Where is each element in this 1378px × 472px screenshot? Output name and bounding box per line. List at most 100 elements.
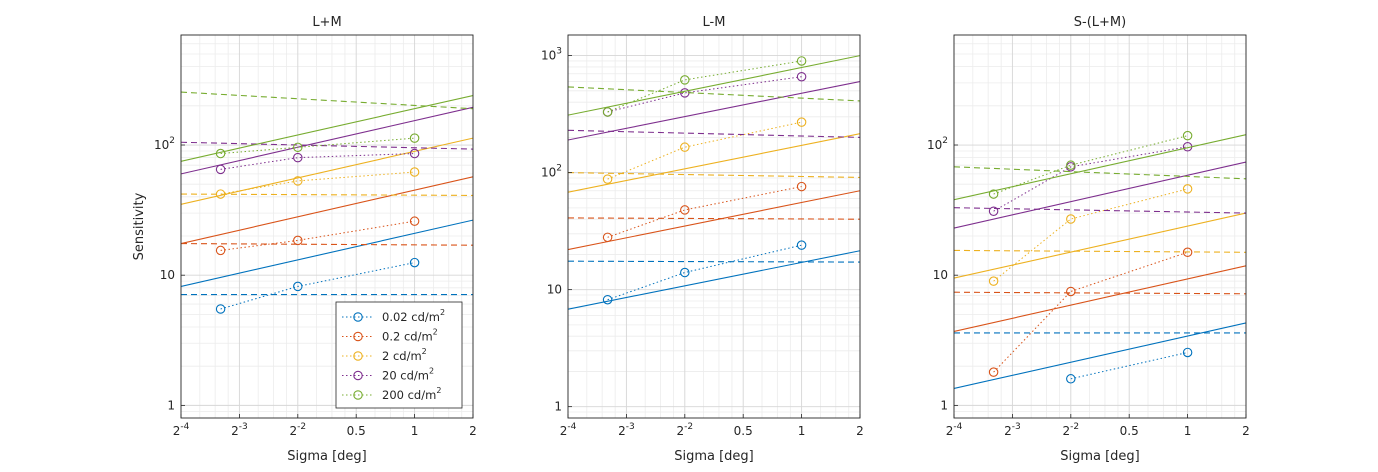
data-point — [680, 142, 690, 152]
data-dotted-line — [220, 220, 415, 251]
x-tick-label: 2 — [856, 424, 864, 438]
data-point — [1182, 130, 1193, 141]
fit-line — [954, 212, 1246, 279]
axes-box — [953, 34, 1247, 419]
baseline-dashed-line — [954, 166, 1246, 180]
data-point — [602, 107, 613, 117]
data-point — [680, 75, 690, 85]
series — [568, 55, 860, 117]
y-axis-label: Sensitivity — [132, 192, 147, 260]
series — [954, 247, 1246, 377]
legend-label: 20 cd/m2 — [382, 367, 434, 383]
data-point — [680, 205, 690, 215]
legend-item: 20 cd/m2 — [342, 367, 434, 383]
x-axis-label: Sigma [deg] — [1060, 449, 1140, 464]
legend-label: 2 cd/m2 — [382, 347, 427, 363]
data-point — [409, 133, 420, 143]
grid — [953, 35, 1247, 418]
fit-line — [568, 81, 860, 141]
x-axis-label: Sigma [deg] — [674, 449, 754, 464]
data-point — [988, 206, 999, 216]
series — [181, 176, 473, 256]
data-dotted-line — [993, 146, 1188, 212]
legend-marker — [353, 331, 363, 342]
fit-line — [181, 176, 473, 245]
fit-line — [954, 322, 1246, 389]
legend: 0.02 cd/m2 0.2 cd/m2 2 cd/m2 20 cd/m2 200 cd… — [335, 301, 463, 409]
data-point — [988, 189, 999, 199]
data-dotted-line — [220, 153, 415, 170]
ticks: 2-4 2-3 2-2 0.5 1 2 1 10 102 103 — [541, 47, 864, 438]
data-point — [215, 304, 226, 314]
data-point — [796, 71, 807, 82]
baseline-dashed-line — [181, 91, 473, 110]
data-point — [215, 164, 226, 175]
baseline-dashed-line — [954, 249, 1246, 253]
data-point — [796, 181, 807, 192]
data-dotted-line — [993, 251, 1188, 373]
data-point — [1066, 214, 1076, 224]
series — [954, 322, 1246, 389]
baseline-dashed-line — [954, 291, 1246, 295]
data-point — [409, 216, 420, 226]
axes-box — [567, 34, 861, 419]
baseline-dashed-line — [954, 207, 1246, 214]
x-tick-label: 2 — [1242, 424, 1250, 438]
axes-box — [180, 34, 474, 419]
x-axis-label: Sigma [deg] — [287, 449, 367, 464]
panel-2: 2-4 2-3 2-2 0.5 1 2 1 10 102 103 L-M Sigma [deg] — [541, 15, 864, 464]
y-tick-label: 102 — [154, 136, 175, 152]
ticks: 2-4 2-3 2-2 0.5 1 2 1 10 102 — [154, 136, 477, 438]
panel-3: 2-4 2-3 2-2 0.5 1 2 1 10 102 S-(L+M) Sigma [deg] — [927, 15, 1250, 464]
series — [954, 130, 1246, 201]
series — [181, 219, 473, 314]
legend-item: 200 cd/m2 — [342, 386, 441, 402]
data-point — [602, 232, 613, 243]
data-point — [1182, 184, 1193, 194]
fit-line — [181, 106, 473, 175]
x-tick-label: 2-3 — [231, 422, 248, 438]
data-dotted-line — [220, 171, 415, 195]
legend-marker — [353, 312, 363, 322]
fit-line — [568, 190, 860, 251]
y-tick-label: 103 — [541, 47, 562, 63]
y-tick-label: 10 — [547, 283, 562, 297]
legend-box — [335, 301, 463, 409]
panel-1: 2-4 2-3 2-2 0.5 1 2 1 10 102 L+M Sigma [deg] Sensit… — [132, 15, 477, 464]
legend-item: 0.2 cd/m2 — [342, 328, 438, 344]
data-dotted-line — [220, 137, 415, 155]
x-tick-label: 2-2 — [1062, 422, 1079, 438]
data-point — [293, 281, 303, 292]
data-point — [1066, 286, 1076, 297]
panel-title: L+M — [312, 15, 341, 30]
data-point — [988, 276, 999, 286]
x-tick-label: 2-3 — [618, 422, 635, 438]
fit-line — [568, 133, 860, 193]
data-point — [409, 167, 420, 177]
legend-marker — [353, 351, 363, 361]
legend-label: 200 cd/m2 — [382, 386, 441, 402]
fit-line — [568, 55, 860, 116]
data-point — [293, 152, 303, 163]
series — [181, 137, 473, 205]
data-point — [215, 189, 226, 199]
legend-label: 0.02 cd/m2 — [382, 308, 445, 324]
fit-line — [181, 137, 473, 205]
baseline-dashed-line — [568, 172, 860, 178]
plot-area — [954, 35, 1246, 418]
x-tick-label: 2-3 — [1004, 422, 1021, 438]
y-tick-label: 1 — [940, 398, 948, 412]
panel-title: S-(L+M) — [1074, 15, 1126, 30]
x-tick-label: 1 — [411, 424, 419, 438]
x-tick-label: 2-4 — [560, 422, 577, 438]
data-point — [1066, 374, 1076, 384]
y-tick-label: 102 — [927, 136, 948, 152]
data-point — [1182, 347, 1193, 358]
data-point — [602, 294, 613, 305]
data-dotted-line — [607, 186, 802, 238]
baseline-dashed-line — [181, 193, 473, 196]
data-point — [680, 267, 690, 278]
data-point — [293, 142, 303, 153]
baseline-dashed-line — [181, 141, 473, 150]
